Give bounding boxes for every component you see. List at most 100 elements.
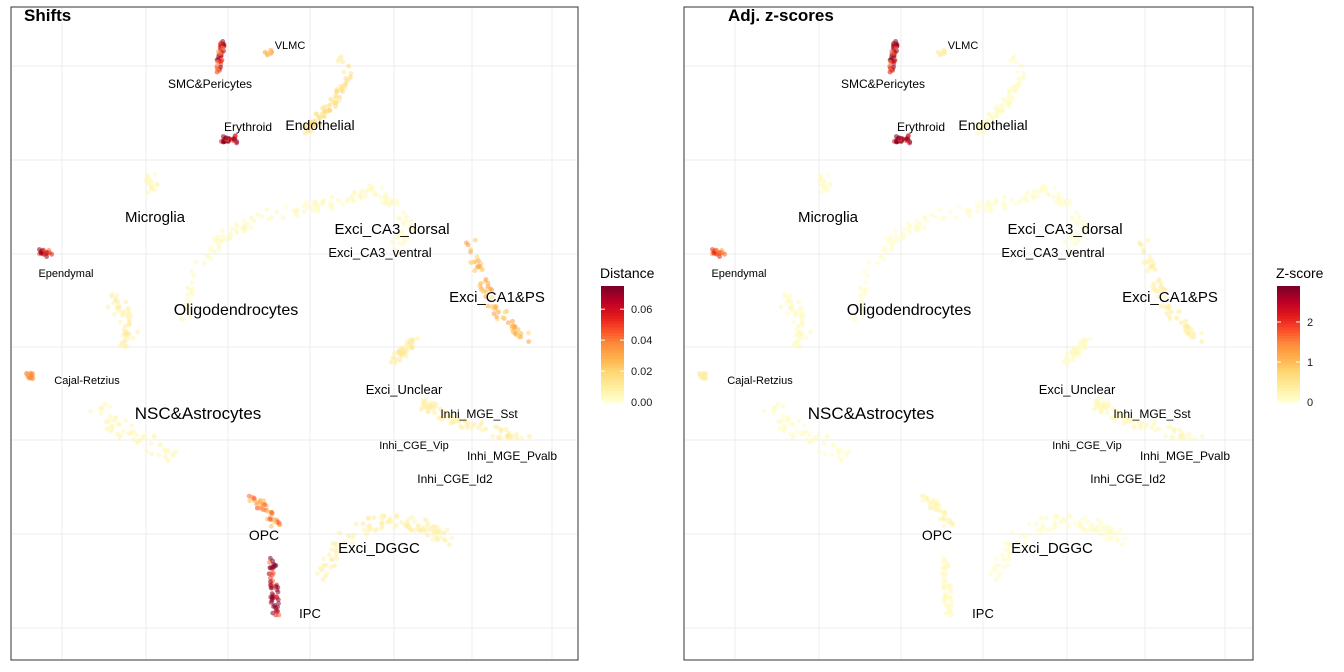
colorbar-tick-label: 0.04	[631, 335, 652, 347]
data-point	[511, 326, 517, 332]
colorbar-segment	[601, 300, 624, 304]
colorbar-segment	[601, 309, 624, 313]
data-point	[333, 93, 339, 99]
data-point	[985, 118, 991, 124]
data-point	[900, 235, 905, 241]
data-point	[26, 375, 32, 381]
colorbar-ticks: 0.00 0.02 0.04 0.06	[601, 304, 652, 409]
data-point	[1068, 215, 1074, 221]
data-point	[981, 119, 987, 125]
colorbar-segment	[1277, 306, 1300, 310]
data-point	[332, 563, 337, 569]
data-point	[940, 48, 946, 54]
data-point	[699, 375, 705, 381]
data-point	[345, 78, 350, 84]
cluster-label: Exci_Unclear	[366, 382, 443, 397]
data-point	[265, 508, 271, 514]
data-point	[1066, 358, 1072, 364]
data-point	[954, 215, 959, 220]
data-point	[887, 69, 893, 75]
data-point	[717, 250, 722, 256]
data-point	[383, 201, 389, 207]
data-point	[108, 424, 114, 429]
data-point	[403, 213, 409, 219]
data-point	[1000, 552, 1005, 558]
colorbar-segment	[1277, 294, 1300, 299]
data-point	[408, 219, 414, 224]
data-point	[401, 222, 407, 227]
data-point	[490, 433, 496, 439]
data-point	[130, 335, 136, 341]
colorbar-segment	[601, 381, 624, 386]
data-point	[273, 594, 279, 599]
data-point	[937, 207, 943, 213]
data-point	[372, 527, 378, 533]
data-point	[792, 313, 798, 318]
colorbar-segment	[601, 396, 624, 400]
colorbar-segment	[601, 294, 624, 299]
data-point	[1074, 209, 1079, 215]
cluster-label: Ependymal	[711, 268, 766, 280]
data-point	[378, 194, 384, 200]
data-point	[146, 190, 151, 195]
data-point	[1076, 213, 1082, 219]
data-point	[884, 248, 890, 254]
data-point	[987, 112, 992, 117]
cluster-label: Oligodendrocytes	[174, 302, 299, 319]
colorbar-segment	[1277, 344, 1300, 348]
data-point	[939, 216, 945, 222]
colorbar-segment	[601, 390, 624, 394]
data-point	[425, 520, 431, 526]
data-point	[1104, 529, 1110, 535]
data-point	[392, 524, 397, 530]
data-point	[268, 579, 273, 584]
data-point	[444, 527, 450, 533]
data-point	[914, 218, 920, 224]
data-point	[430, 537, 436, 542]
data-point	[123, 299, 129, 305]
data-point	[949, 612, 955, 618]
data-point	[790, 422, 795, 427]
data-point	[38, 250, 44, 256]
data-point	[1147, 254, 1153, 260]
data-point	[771, 411, 777, 416]
colorbar-ticks: 0 1 2	[1277, 317, 1313, 409]
data-point	[806, 432, 812, 438]
data-point	[825, 187, 831, 193]
colorbar-segment	[601, 373, 624, 377]
data-point	[320, 199, 326, 205]
data-point	[207, 247, 213, 253]
data-point	[1191, 334, 1197, 340]
data-point	[902, 226, 907, 232]
data-point	[948, 589, 954, 595]
data-point	[222, 237, 228, 242]
data-point	[777, 426, 783, 431]
data-point	[1167, 314, 1172, 320]
data-point	[185, 292, 190, 298]
data-point	[526, 339, 532, 344]
data-point	[927, 501, 932, 507]
data-point	[406, 516, 411, 522]
data-point	[451, 415, 457, 421]
data-point	[526, 330, 531, 336]
data-point	[329, 194, 335, 200]
data-point	[134, 440, 140, 445]
data-point	[189, 269, 194, 274]
data-point	[348, 71, 354, 76]
data-point	[1120, 416, 1126, 421]
data-point	[412, 519, 418, 524]
data-point	[1169, 434, 1174, 440]
data-point	[407, 224, 413, 230]
colorbar-segment	[1277, 297, 1300, 302]
data-point	[189, 280, 195, 285]
data-point	[311, 208, 316, 214]
data-point	[423, 517, 428, 523]
data-point	[163, 454, 168, 460]
data-point	[218, 59, 224, 64]
data-point	[1014, 69, 1020, 75]
data-point	[24, 371, 29, 377]
data-point	[214, 64, 220, 69]
data-point	[44, 254, 49, 259]
data-point	[1007, 549, 1013, 554]
data-point	[119, 313, 125, 318]
